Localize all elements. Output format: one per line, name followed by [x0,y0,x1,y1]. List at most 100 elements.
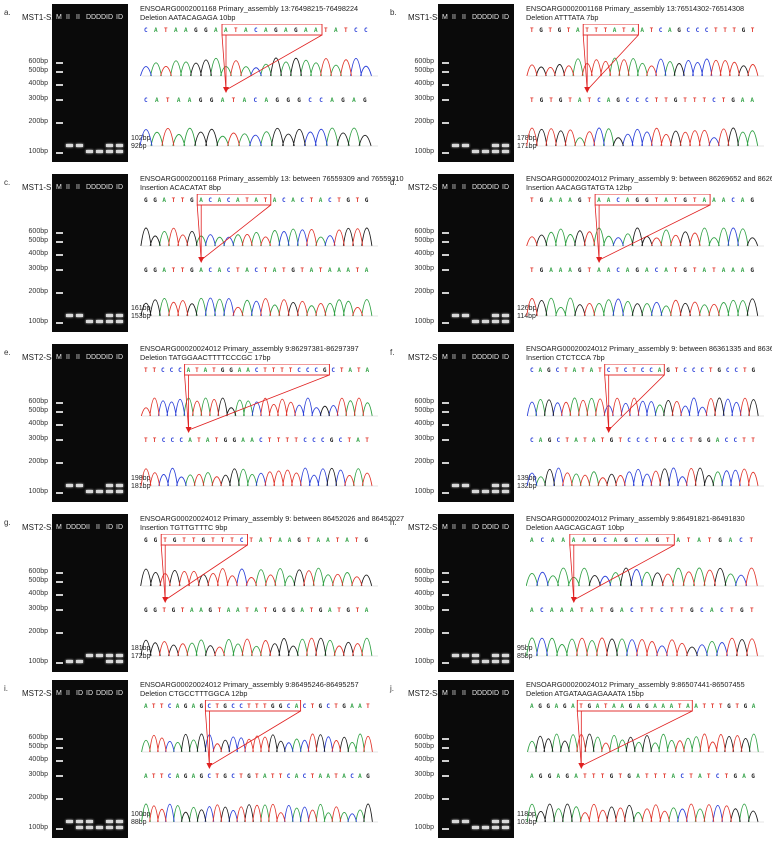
bottom-base-letter: T [583,437,587,444]
ladder-band [442,322,449,324]
top-base-letter: T [163,537,167,544]
top-base-letter: T [594,27,598,34]
indel-arrow-head [206,763,213,769]
variant-gene-location: ENSOARG00020024012 Primary_assembly 9: b… [140,514,405,523]
bottom-base-letter: G [366,773,370,780]
ladder-size-label: 100bp [28,824,48,831]
bottom-base-letter: G [144,267,148,274]
bottom-base-letter: T [530,267,534,274]
top-base-letter: T [340,367,344,374]
bottom-base-letter: A [645,267,649,274]
top-base-letter: A [686,703,690,710]
pcr-band [492,490,499,493]
ladder-labels: 600bp 500bp 400bp 300bp 200bp 100bp [386,174,438,332]
ladder-size-label: 600bp [414,734,434,741]
pcr-band [482,320,489,323]
ladder-size-label: 400bp [414,590,434,597]
panel-letter: j. [390,684,394,693]
top-base-letter: T [249,537,253,544]
top-trace-c [164,734,334,753]
band-size-lower: 181bp [131,483,151,490]
bottom-base-letter: A [592,437,596,444]
pcr-band [502,484,509,487]
agarose-gel-image: M II II DD DD ID ID [52,174,128,332]
indel-highlight-box [221,24,323,36]
bottom-base-letter: A [365,267,369,274]
ladder-band [442,439,449,441]
top-base-letter: A [184,27,188,34]
ladder-size-label: 600bp [414,568,434,575]
bottom-base-letter: G [291,267,295,274]
bottom-base-letter: G [610,607,614,614]
ladder-band [442,292,449,294]
ladder-band [56,269,63,271]
top-base-letter: G [200,703,204,710]
ladder-band [56,738,63,740]
agarose-gel-image: M II ID ID DD ID ID [52,680,128,838]
top-base-letter: G [629,703,633,710]
top-base-letter: C [161,367,165,374]
bottom-base-letter: A [310,267,314,274]
ladder-labels: 600bp 500bp 400bp 300bp 200bp 100bp [386,4,438,162]
ladder-size-label: 100bp [28,488,48,495]
top-base-letter: A [658,367,662,374]
top-base-letter: A [561,537,565,544]
bottom-base-letter: G [346,607,350,614]
bottom-trace-a [158,297,373,317]
top-base-letter: T [675,367,679,374]
ladder-size-label: 600bp [414,58,434,65]
top-base-letter: C [297,367,301,374]
bottom-base-letter: C [645,437,649,444]
bottom-base-letter: T [144,437,148,444]
top-base-letter: T [221,537,225,544]
ladder-band [56,609,63,611]
indel-arrow-lines [604,374,665,431]
sequencing-chromatogram: C A G C T A T A T C T C T C C A G T C C C T G C C T GC A G C T A T A T G T C C… [526,364,764,487]
top-base-letter: A [144,703,148,710]
lane-genotype-label: ID [492,524,499,531]
ladder-band [56,402,63,404]
ladder-size-label: 400bp [28,590,48,597]
bottom-base-letter: C [712,97,716,104]
bottom-trace-a [141,803,365,823]
bottom-base-letter: T [310,607,314,614]
ladder-band [56,572,63,574]
top-base-letter: A [551,537,555,544]
top-base-letter: T [655,197,659,204]
ladder-size-label: 500bp [28,237,48,244]
sequencing-chromatogram: C A T A A G G A A T A C A G A G A A T A T C CC A T A A G G A T A C A G G G C C… [140,24,378,147]
top-base-letter: T [182,537,186,544]
ladder-size-label: 100bp [28,318,48,325]
bottom-base-letter: C [597,97,601,104]
ladder-size-label: 500bp [414,407,434,414]
bottom-base-letter: A [346,267,350,274]
top-base-letter: C [624,367,628,374]
bottom-base-letter: A [741,267,745,274]
top-base-letter: A [661,703,665,710]
top-base-letter: A [653,703,657,710]
bottom-base-letter: T [181,267,185,274]
ladder-band [56,747,63,749]
top-base-letter: G [588,703,592,710]
pcr-band [472,826,479,829]
panel-b: b. MST1-S8 600bp 500bp 400bp 300bp 200bp 100bp M… [386,0,772,168]
bottom-base-letter: C [725,437,729,444]
ladder-size-label: 600bp [414,228,434,235]
agarose-gel-image: M DD DD II II ID ID [52,514,128,672]
variant-gene-location: ENSOARG00020024012 Primary_assembly 9: b… [526,174,772,183]
ladder-size-label: 200bp [414,458,434,465]
pcr-band [86,654,93,657]
bottom-base-letter: C [231,773,235,780]
bottom-base-letter: A [188,437,192,444]
top-base-letter: G [750,197,754,204]
top-trace-t [661,567,758,587]
top-base-letter: A [224,27,228,34]
bottom-base-letter: G [172,607,176,614]
ladder-size-label: 200bp [414,118,434,125]
sequencing-chromatogram: G G A T T G A C A C A T A T A C A C T A C T G T GG G A T T G A C A C T A C T A… [140,194,378,317]
bottom-base-letter: T [356,607,360,614]
ladder-band [442,747,449,749]
bottom-trace-t [168,298,364,317]
top-base-letter: T [530,27,534,34]
ladder-band [442,411,449,413]
